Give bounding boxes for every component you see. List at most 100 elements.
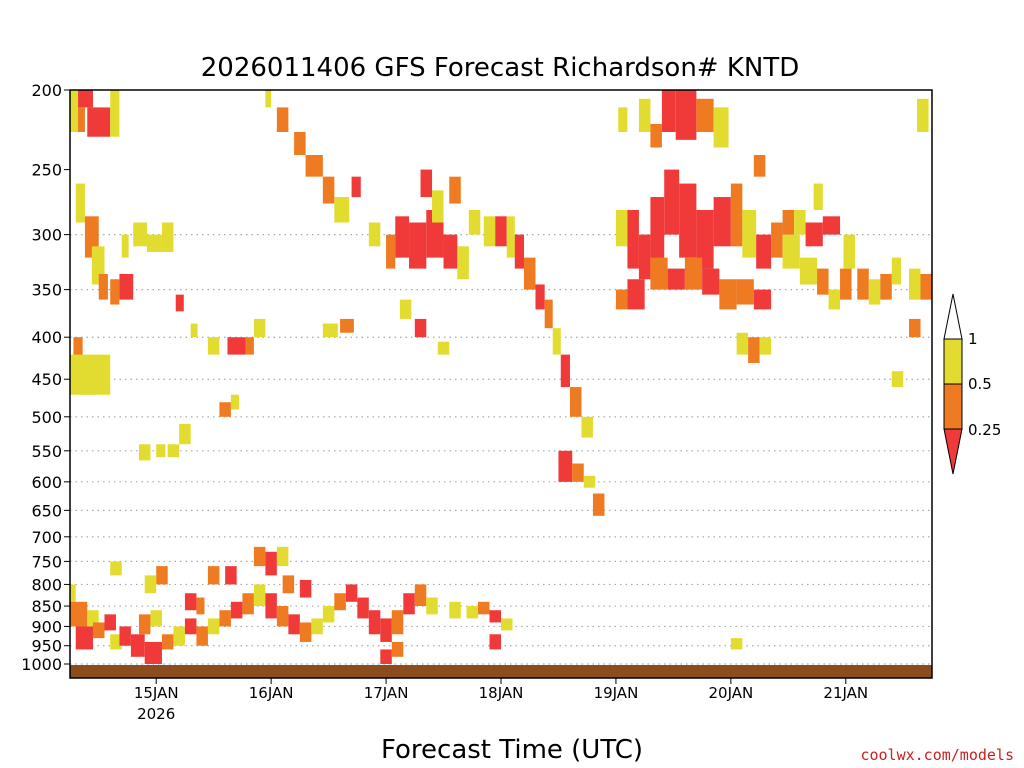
heatmap-cell bbox=[523, 257, 536, 290]
heatmap-cell bbox=[909, 268, 921, 300]
heatmap-cell bbox=[592, 493, 605, 516]
heatmap-cell bbox=[144, 641, 162, 665]
y-tick-label: 400 bbox=[31, 328, 62, 347]
heatmap-cell bbox=[753, 289, 772, 310]
heatmap-cell bbox=[150, 610, 162, 627]
heatmap-cell bbox=[650, 123, 662, 148]
heatmap-cell bbox=[179, 423, 191, 445]
heatmap-cell bbox=[514, 234, 524, 269]
heatmap-cell bbox=[322, 323, 338, 338]
heatmap-cell bbox=[489, 634, 501, 650]
heatmap-cell bbox=[351, 176, 361, 198]
heatmap-cell bbox=[227, 337, 246, 355]
heatmap-cell bbox=[110, 634, 122, 650]
heatmap-cell bbox=[70, 354, 111, 395]
heatmap-cell bbox=[322, 606, 335, 623]
legend-swatch-above bbox=[943, 293, 963, 340]
y-axis-ticks: 200 250 300 350 400 450 500 550 600 650 700 750 800 8… bbox=[21, 81, 70, 674]
y-tick-label: 600 bbox=[31, 473, 62, 492]
heatmap-cell bbox=[225, 566, 237, 585]
heatmap-cell bbox=[144, 575, 157, 594]
heatmap-cell bbox=[380, 618, 392, 642]
heatmap-cell bbox=[813, 183, 823, 211]
heatmap-cell bbox=[357, 597, 369, 619]
heatmap-cell bbox=[207, 566, 220, 585]
heatmap-cell bbox=[265, 593, 277, 619]
heatmap-cell bbox=[207, 337, 220, 355]
legend-level-label: 0.25 bbox=[968, 421, 1001, 439]
heatmap-cell bbox=[558, 450, 573, 482]
heatmap-cell bbox=[618, 107, 628, 133]
y-tick-label: 1000 bbox=[21, 655, 62, 674]
heatmap-cell bbox=[560, 354, 570, 388]
heatmap-cell bbox=[822, 216, 841, 235]
heatmap-cell bbox=[138, 614, 151, 635]
heatmap-cell bbox=[334, 197, 350, 223]
y-tick-label: 750 bbox=[31, 552, 62, 571]
y-tick-label: 900 bbox=[31, 617, 62, 636]
heatmap-cell bbox=[572, 463, 584, 482]
heatmap-cell bbox=[322, 176, 335, 204]
heatmap-cell bbox=[196, 626, 208, 646]
heatmap-cell bbox=[650, 197, 665, 269]
heatmap-cell bbox=[782, 234, 800, 269]
heatmap-cell bbox=[495, 216, 507, 247]
heatmap-cell bbox=[420, 169, 433, 198]
y-tick-label: 850 bbox=[31, 597, 62, 616]
x-tick-label: 17JAN bbox=[364, 684, 409, 702]
heatmap-cell bbox=[426, 597, 438, 615]
x-tick-label: 19JAN bbox=[594, 684, 639, 702]
plot-area bbox=[70, 90, 932, 678]
y-tick-label: 200 bbox=[31, 81, 62, 100]
heatmap-cell bbox=[794, 210, 806, 235]
heatmap-cell bbox=[449, 176, 461, 204]
heatmap-cell bbox=[73, 337, 83, 364]
x-axis-label: Forecast Time (UTC) bbox=[381, 735, 643, 765]
heatmap-cell bbox=[696, 98, 714, 133]
heatmap-cell bbox=[190, 323, 198, 338]
x-tick-sublabel: 2026 bbox=[137, 705, 175, 723]
heatmap-cell bbox=[253, 546, 266, 567]
heatmap-cell bbox=[391, 610, 404, 635]
heatmap-cell bbox=[684, 257, 703, 290]
heatmap-cell bbox=[664, 169, 680, 235]
heatmap-cell bbox=[167, 444, 180, 458]
heatmap-cell bbox=[403, 593, 415, 615]
heatmap-cell bbox=[288, 614, 300, 635]
heatmap-cell bbox=[87, 107, 111, 137]
x-tick-label: 18JAN bbox=[479, 684, 524, 702]
y-tick-label: 250 bbox=[31, 161, 62, 180]
heatmap-cell bbox=[70, 584, 76, 611]
y-tick-label: 350 bbox=[31, 281, 62, 300]
heatmap-cell bbox=[501, 618, 513, 631]
heatmap-cell bbox=[817, 268, 829, 295]
heatmap-cell bbox=[119, 626, 131, 646]
heatmap-cell bbox=[110, 279, 120, 305]
heatmap-cell bbox=[156, 566, 168, 585]
heatmap-cell bbox=[535, 284, 545, 310]
y-tick-label: 650 bbox=[31, 501, 62, 520]
heatmap-cell bbox=[478, 601, 490, 615]
heatmap-cell bbox=[386, 234, 396, 269]
y-tick-label: 450 bbox=[31, 370, 62, 389]
heatmap-cell bbox=[917, 98, 929, 133]
heatmap-cell bbox=[432, 190, 444, 223]
heatmap-cell bbox=[782, 210, 795, 235]
heatmap-cell bbox=[368, 222, 381, 247]
heatmap-cell bbox=[245, 337, 254, 355]
heatmap-cell bbox=[667, 268, 685, 290]
y-tick-label: 700 bbox=[31, 528, 62, 547]
heatmap-cell bbox=[891, 371, 904, 388]
heatmap-cell bbox=[184, 593, 197, 611]
heatmap-cell bbox=[253, 584, 266, 607]
heatmap-cell bbox=[679, 183, 697, 258]
heatmap-cell bbox=[399, 299, 412, 319]
heatmap-cell bbox=[627, 279, 645, 310]
heatmap-cell bbox=[638, 234, 651, 280]
heatmap-cell bbox=[719, 279, 737, 310]
heatmap-cell bbox=[230, 601, 243, 619]
heatmap-cell bbox=[650, 257, 668, 290]
heatmap-cell bbox=[98, 273, 108, 300]
legend-level-label: 1 bbox=[968, 330, 978, 348]
heatmap-cell bbox=[920, 273, 932, 300]
